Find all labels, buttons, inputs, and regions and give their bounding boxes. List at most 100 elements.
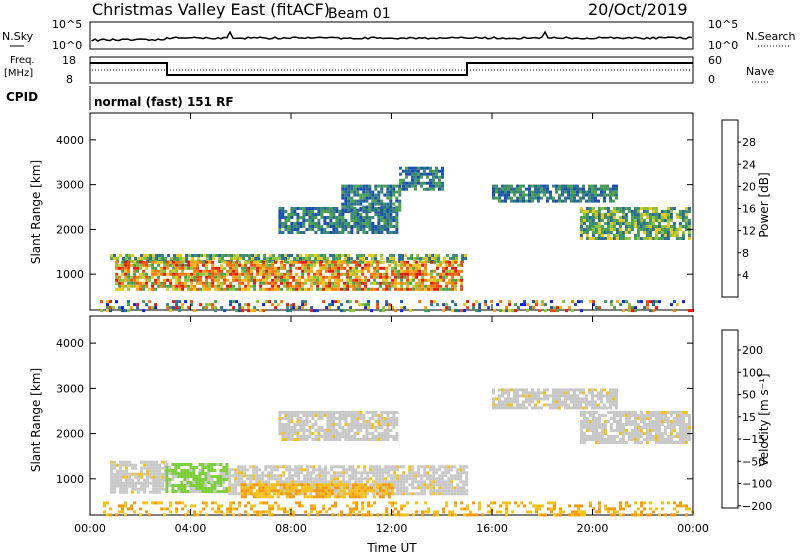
- data-cell: [585, 213, 589, 216]
- data-cell: [326, 257, 330, 260]
- data-cell: [395, 184, 399, 188]
- data-cell: [445, 287, 449, 291]
- data-cell: [380, 216, 384, 219]
- data-cell: [342, 480, 346, 484]
- data-cell: [402, 181, 405, 185]
- data-cell: [588, 196, 591, 200]
- data-cell: [375, 468, 379, 472]
- data-cell: [618, 414, 622, 417]
- data-cell: [189, 484, 193, 487]
- data-cell: [627, 432, 631, 435]
- data-cell: [161, 472, 165, 476]
- data-cell: [444, 465, 448, 469]
- data-cell: [657, 438, 661, 441]
- data-cell: [420, 492, 424, 496]
- data-cell: [434, 254, 438, 257]
- data-cell: [675, 237, 679, 240]
- data-cell: [279, 492, 283, 496]
- data-cell: [501, 199, 504, 203]
- data-cell: [371, 432, 375, 435]
- data-cell: [199, 278, 203, 282]
- data-cell: [306, 495, 310, 499]
- data-cell: [520, 501, 523, 505]
- data-cell: [451, 284, 455, 288]
- data-cell: [298, 275, 302, 279]
- data-cell: [119, 481, 123, 485]
- data-cell: [308, 420, 312, 423]
- data-cell: [426, 477, 430, 481]
- data-cell: [505, 513, 509, 517]
- data-cell: [308, 429, 312, 432]
- data-cell: [436, 263, 440, 267]
- data-cell: [532, 306, 535, 310]
- data-cell: [127, 507, 130, 511]
- data-cell: [305, 411, 309, 414]
- data-cell: [459, 471, 463, 475]
- data-cell: [591, 391, 594, 395]
- data-cell: [328, 260, 332, 264]
- data-cell: [179, 254, 183, 257]
- data-cell: [155, 475, 159, 479]
- data-cell: [409, 272, 413, 276]
- data-cell: [612, 403, 615, 407]
- data-cell: [177, 484, 181, 487]
- data-cell: [383, 420, 387, 423]
- data-cell: [384, 492, 388, 496]
- data-cell: [438, 187, 441, 191]
- data-cell: [312, 477, 316, 481]
- data-cell: [392, 219, 396, 222]
- data-cell: [408, 172, 411, 176]
- data-cell: [217, 278, 221, 282]
- data-cell: [367, 303, 371, 307]
- nsearch-label: N.Search: [746, 30, 796, 43]
- data-cell: [425, 254, 429, 257]
- data-cell: [579, 435, 583, 438]
- data-cell: [332, 432, 336, 435]
- data-cell: [274, 501, 278, 505]
- data-cell: [181, 272, 185, 276]
- data-cell: [223, 309, 227, 313]
- xtick-label: 12:00: [376, 522, 408, 535]
- data-cell: [294, 465, 298, 469]
- data-cell: [583, 510, 586, 514]
- data-cell: [375, 474, 379, 478]
- data-cell: [175, 507, 179, 511]
- data-cell: [219, 490, 223, 493]
- data-cell: [405, 480, 409, 484]
- data-cell: [564, 190, 567, 194]
- data-cell: [302, 216, 306, 219]
- data-cell: [681, 417, 685, 420]
- data-cell: [277, 303, 281, 307]
- data-cell: [582, 388, 585, 392]
- data-cell: [444, 480, 448, 484]
- data-cell: [371, 205, 375, 209]
- data-cell: [670, 303, 673, 307]
- data-cell: [466, 300, 470, 304]
- data-cell: [552, 388, 555, 392]
- data-cell: [280, 300, 284, 304]
- data-cell: [672, 441, 676, 444]
- data-cell: [464, 257, 468, 260]
- data-cell: [570, 193, 573, 197]
- data-cell: [377, 190, 381, 194]
- data-cell: [625, 501, 628, 505]
- data-cell: [666, 219, 670, 222]
- data-cell: [323, 228, 327, 231]
- data-cell: [234, 492, 238, 496]
- data-cell: [312, 480, 316, 484]
- data-cell: [432, 486, 436, 490]
- data-cell: [204, 472, 208, 475]
- data-cell: [339, 483, 343, 487]
- data-cell: [318, 486, 322, 490]
- data-cell: [604, 507, 607, 511]
- data-cell: [414, 178, 417, 182]
- data-cell: [131, 254, 135, 257]
- data-cell: [383, 225, 387, 228]
- data-cell: [687, 414, 691, 417]
- data-cell: [161, 487, 165, 491]
- data-cell: [561, 400, 564, 404]
- data-cell: [178, 300, 182, 304]
- data-cell: [642, 213, 646, 216]
- data-cell: [643, 507, 646, 511]
